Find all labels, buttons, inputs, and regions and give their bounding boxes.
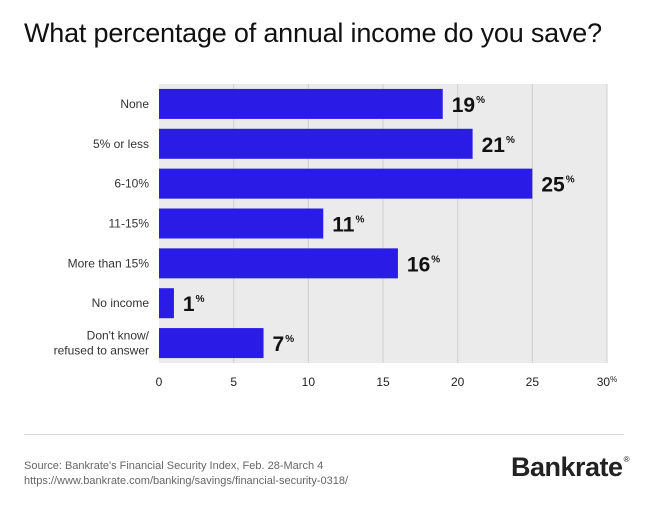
x-tick-label-6: 30%	[597, 375, 617, 389]
data-label-3: 11%	[332, 214, 364, 237]
footer-divider	[24, 434, 624, 435]
registered-mark: ®	[623, 455, 630, 464]
logo-text: Bankrate	[511, 452, 623, 482]
x-tick-label-2: 10	[302, 375, 316, 389]
x-tick-label-3: 15	[376, 375, 390, 389]
category-label-3: 11-15%	[109, 217, 150, 231]
data-label-6: 7%	[273, 333, 295, 356]
category-label-6: Don't know/refused to answer	[54, 329, 150, 358]
x-tick-label-5: 25	[526, 375, 540, 389]
category-label-2: 6-10%	[114, 177, 149, 191]
bar-2	[159, 168, 533, 199]
chart-title: What percentage of annual income do you …	[24, 18, 602, 48]
x-tick-label-0: 0	[156, 375, 163, 389]
bar-5	[159, 288, 174, 319]
bar-chart: None 19% 5% or less 21% 6-10% 25% 11-15% 11% Mor…	[54, 84, 617, 389]
bar-0	[159, 88, 443, 119]
data-label-0: 19%	[452, 94, 485, 117]
data-label-2: 25%	[541, 174, 574, 197]
data-label-5: 1%	[183, 293, 205, 316]
source-line: Source: Bankrate's Financial Security In…	[24, 460, 324, 472]
category-label-5: No income	[92, 296, 150, 310]
bar-3	[159, 208, 324, 239]
bar-1	[159, 128, 473, 159]
bar-4	[159, 248, 398, 279]
bankrate-logo: Bankrate®	[511, 452, 630, 483]
source-url: https://www.bankrate.com/banking/savings…	[24, 475, 349, 487]
x-tick-label-4: 20	[451, 375, 465, 389]
x-tick-label-1: 5	[230, 375, 237, 389]
source-note: Source: Bankrate's Financial Security In…	[24, 459, 348, 489]
data-label-4: 16%	[407, 253, 440, 276]
bar-6	[159, 328, 264, 359]
category-label-0: None	[120, 97, 149, 111]
data-label-1: 21%	[482, 134, 515, 157]
category-label-4: More than 15%	[68, 256, 150, 270]
category-label-1: 5% or less	[93, 137, 149, 151]
